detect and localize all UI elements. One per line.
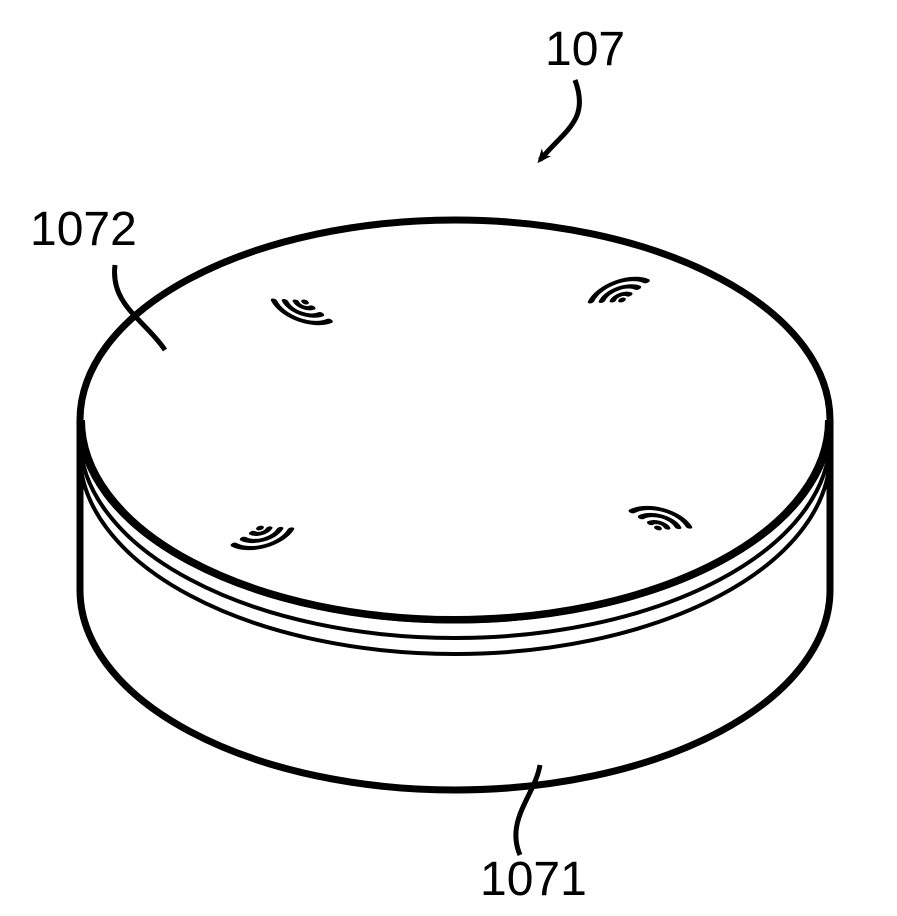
label-assembly: 107 — [545, 23, 625, 76]
patent-figure: 107 1072 1071 — [0, 0, 897, 916]
disc-assembly — [80, 220, 830, 790]
label-base: 1071 — [480, 853, 587, 906]
label-top-ring: 1072 — [30, 203, 137, 256]
